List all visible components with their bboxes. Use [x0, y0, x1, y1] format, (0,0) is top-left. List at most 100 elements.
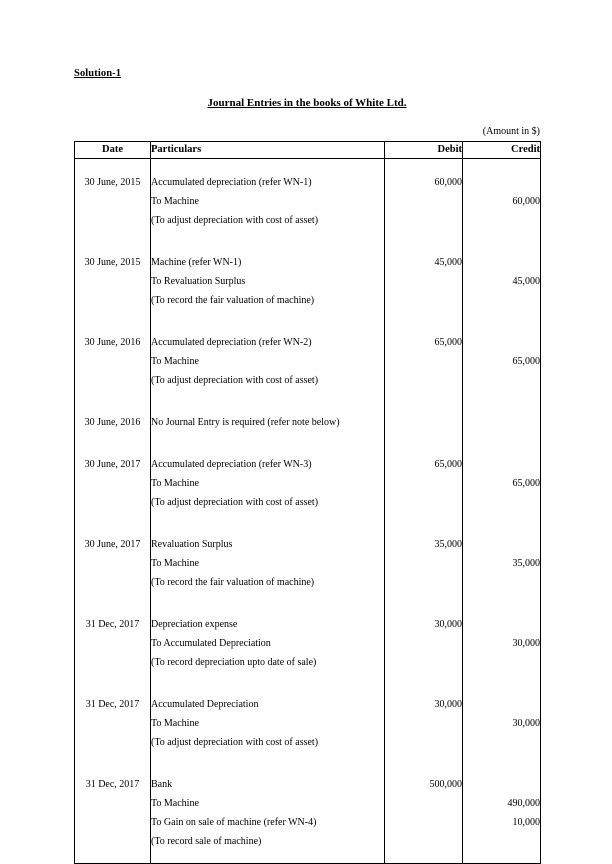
- cell-particulars: Accumulated depreciation (refer WN-3) To …: [150, 444, 385, 524]
- entry-debit-amount: 35,000: [434, 539, 463, 550]
- cell-particulars: Accumulated depreciation (refer WN-1) To …: [150, 158, 385, 242]
- entry-particulars-line: (To adjust depreciation with cost of ass…: [151, 497, 319, 508]
- column-header-date: Date: [74, 141, 151, 159]
- entry-debit-amount: [385, 493, 462, 512]
- cell-credit: 30,000: [462, 684, 541, 764]
- entry-credit-amount: 30,000: [512, 638, 541, 649]
- entry-credit-amount: [463, 253, 540, 272]
- spacer: [463, 851, 540, 863]
- spacer: [75, 402, 150, 413]
- spacer: [75, 672, 150, 684]
- entry-credit-amount: 30,000: [512, 718, 541, 729]
- entry-credit-amount: [463, 832, 540, 851]
- entry-particulars-line: Accumulated depreciation (refer WN-1): [151, 177, 312, 188]
- spacer: [463, 672, 540, 684]
- spacer: [385, 752, 462, 764]
- spacer: [385, 851, 462, 863]
- spacer: [151, 524, 384, 535]
- entry-particulars-line: To Accumulated Depreciation: [151, 638, 271, 649]
- entry-debit-amount: [385, 653, 462, 672]
- cell-debit: 500,000: [384, 764, 463, 864]
- entry-debit-amount: 60,000: [434, 177, 463, 188]
- entry-credit-amount: 65,000: [512, 356, 541, 367]
- entry-debit-amount: [385, 733, 462, 752]
- spacer: [75, 432, 150, 444]
- spacer: [385, 764, 462, 775]
- entry-credit-amount: [463, 291, 540, 310]
- cell-particulars: No Journal Entry is required (refer note…: [150, 402, 385, 444]
- spacer: [463, 764, 540, 775]
- cell-particulars: Accumulated depreciation (refer WN-2) To …: [150, 322, 385, 402]
- cell-date: 30 June, 2016: [74, 322, 151, 402]
- entry-particulars-line: Depreciation expense: [151, 619, 238, 630]
- spacer: [385, 159, 462, 173]
- cell-credit: 490,000 10,000: [462, 764, 541, 864]
- table-row: 30 June, 2016 No Journal Entry is require…: [74, 402, 541, 444]
- line-spacer: [75, 211, 150, 230]
- cell-date: 31 Dec, 2017: [74, 604, 151, 684]
- entry-credit-amount: [463, 733, 540, 752]
- entry-date: 30 June, 2017: [84, 459, 141, 470]
- table-row: 30 June, 2015 Machine (refer WN-1) To Rev…: [74, 242, 541, 322]
- cell-date: 30 June, 2016: [74, 402, 151, 444]
- spacer: [385, 604, 462, 615]
- spacer: [75, 310, 150, 322]
- spacer: [151, 752, 384, 764]
- table-header: Date Particulars Debit Credit: [74, 141, 541, 159]
- spacer: [75, 592, 150, 604]
- entry-credit-amount: [463, 413, 540, 432]
- cell-debit: 65,000: [384, 444, 463, 524]
- line-spacer: [75, 573, 150, 592]
- cell-date: 31 Dec, 2017: [74, 684, 151, 764]
- entry-debit-amount: [385, 554, 462, 573]
- cell-particulars: Machine (refer WN-1) To Revaluation Surpl…: [150, 242, 385, 322]
- cell-date: 30 June, 2015: [74, 242, 151, 322]
- cell-particulars: Accumulated Depreciation To Machine (To ad…: [150, 684, 385, 764]
- entry-credit-amount: 60,000: [512, 196, 541, 207]
- spacer: [385, 230, 462, 242]
- table-row: 30 June, 2015 Accumulated depreciation (…: [74, 158, 541, 242]
- column-header-credit: Credit: [462, 141, 541, 159]
- spacer: [151, 851, 384, 863]
- entry-particulars-line: To Machine: [151, 196, 199, 207]
- spacer: [75, 230, 150, 242]
- entry-credit-amount: [463, 455, 540, 474]
- entry-credit-amount: 65,000: [512, 478, 541, 489]
- spacer: [463, 310, 540, 322]
- entry-particulars-line: To Machine: [151, 718, 199, 729]
- spacer: [463, 390, 540, 402]
- cell-date: 30 June, 2015: [74, 158, 151, 242]
- cell-date: 30 June, 2017: [74, 444, 151, 524]
- line-spacer: [75, 813, 150, 832]
- table-body: 30 June, 2015 Accumulated depreciation (…: [74, 158, 541, 864]
- entry-debit-amount: [385, 272, 462, 291]
- entry-debit-amount: 500,000: [429, 779, 463, 790]
- spacer: [151, 764, 384, 775]
- line-spacer: [75, 371, 150, 390]
- spacer: [151, 672, 384, 684]
- entry-date: 31 Dec, 2017: [85, 779, 140, 790]
- page-title-text: Journal Entries in the books of White Lt…: [207, 97, 407, 109]
- column-header-debit: Debit: [384, 141, 463, 159]
- entry-date: 30 June, 2016: [84, 337, 141, 348]
- entry-particulars-line: To Gain on sale of machine (refer WN-4): [151, 817, 317, 828]
- entry-debit-amount: [385, 371, 462, 390]
- spacer: [151, 310, 384, 322]
- spacer: [75, 524, 150, 535]
- entry-particulars-line: To Machine: [151, 558, 199, 569]
- journal-entries-table: Date Particulars Debit Credit 30 June, 2…: [74, 141, 541, 864]
- cell-credit: 30,000: [462, 604, 541, 684]
- line-spacer: [75, 794, 150, 813]
- cell-particulars: Revaluation Surplus To Machine (To record …: [150, 524, 385, 604]
- spacer: [151, 402, 384, 413]
- line-spacer: [75, 832, 150, 851]
- spacer: [75, 390, 150, 402]
- spacer: [463, 230, 540, 242]
- entry-particulars-line: (To record depreciation upto date of sal…: [151, 657, 317, 668]
- cell-date: 30 June, 2017: [74, 524, 151, 604]
- entry-credit-amount: 490,000: [507, 798, 541, 809]
- entry-date: 30 June, 2015: [84, 257, 141, 268]
- entry-particulars-line: Accumulated depreciation (refer WN-3): [151, 459, 312, 470]
- entry-date: 31 Dec, 2017: [85, 619, 140, 630]
- spacer: [75, 444, 150, 455]
